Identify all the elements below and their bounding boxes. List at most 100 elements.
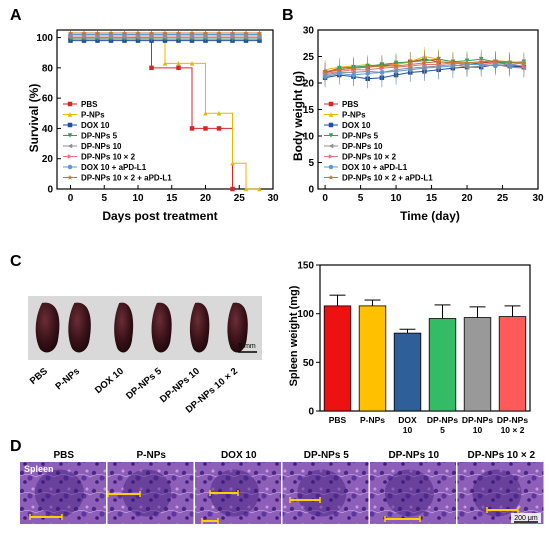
x-tick-label: 20 [200,193,212,204]
x-tick-label: 25 [497,193,509,204]
category-label: DP-NPs [462,415,493,425]
legend-entry: DOX 10 [81,121,110,130]
data-point [176,65,181,71]
legend-marker [67,133,73,138]
survival-x-label: Days post treatment [102,209,217,223]
histology-scale-backdrop [511,513,541,523]
data-point [350,65,357,71]
panel-label-c: C [10,253,22,270]
data-point [189,30,195,36]
photo-scale-label: 5 mm [238,343,256,350]
data-point [216,111,222,116]
legend-marker [328,122,334,128]
data-point [436,59,442,64]
spleen-specimen [227,302,248,353]
x-tick-label: 5 [101,193,107,204]
histology-title: P-NPs [137,450,167,461]
y-tick-label: 40 [42,124,54,135]
legend-marker [328,174,334,180]
spleen-specimen [35,302,60,353]
legend-entry: PBS [81,100,98,109]
histology-title: DP-NPs 10 [388,450,439,461]
data-point [67,30,74,36]
x-tick-label: 30 [532,193,544,204]
x-tick-label: 15 [166,193,178,204]
bar [358,305,387,412]
data-point [478,59,484,64]
y-tick-label: 20 [303,79,315,90]
histology-title: PBS [53,450,74,461]
data-point [216,126,222,131]
bar [393,332,422,412]
legend-marker [328,143,334,149]
x-tick-label: 25 [234,193,246,204]
data-point [256,30,263,36]
data-point [176,61,181,66]
category-label: 10 × 2 [501,425,525,435]
bar [323,305,352,412]
panel-label-d: D [10,438,22,455]
legend-marker [328,154,334,159]
spleen-photo-label: P-NPs [53,366,82,392]
x-tick-label: 5 [358,193,364,204]
data-point [230,186,235,192]
histology-image [20,462,106,524]
legend-entry: DP-NPs 5 [81,132,118,141]
data-point [421,60,427,65]
data-point [521,60,527,65]
bar [428,318,457,412]
data-point [135,30,141,36]
y-tick-label: 20 [42,154,54,165]
data-point [257,186,262,192]
body-weight-y-label: Body weight (g) [291,71,305,161]
data-point [507,59,513,64]
plot-frame [319,264,531,412]
data-point [216,30,222,36]
y-tick-label: 25 [303,52,315,63]
legend-entry: DP-NPs 10 [342,142,383,151]
data-point [229,30,236,36]
spleen-photo-label: PBS [28,366,50,387]
y-tick-label: 80 [42,63,54,74]
data-point [365,64,371,70]
legend-marker [67,122,73,128]
data-point [81,30,87,36]
y-tick-label: 0 [308,185,314,196]
bar [463,317,492,412]
category-label: 10 [473,425,483,435]
histology-title: DP-NPs 5 [304,450,349,461]
x-tick-label: 20 [461,193,473,204]
legend-entry: DP-NPs 10 [81,142,122,151]
category-label: 10 [403,425,413,435]
legend-entry: P-NPs [81,111,105,120]
body-weight-x-label: Time (day) [400,209,460,223]
legend-entry: DOX 10 + aPD-L1 [342,163,408,172]
photo-background [28,296,262,360]
data-point [450,60,456,65]
legend-marker [328,101,334,107]
category-label: DP-NPs [497,415,528,425]
histology-panel: PBS P-NPs DOX 10 DP-NPs 5 DP-NPs 10 DP-NPs 10… [20,450,544,524]
legend-marker [67,101,73,107]
plot-frame [56,29,274,190]
legend-entry: DP-NPs 5 [342,132,379,141]
legend-marker [67,112,73,117]
data-point [189,61,195,66]
data-point [108,30,114,36]
y-tick-label: 100 [36,33,53,44]
histology-title: DP-NPs 10 × 2 [467,450,535,461]
panel-label-b: B [282,7,294,24]
data-point [322,68,328,74]
y-tick-label: 15 [303,105,315,116]
data-point [407,61,413,67]
legend-marker [67,143,73,149]
white-pulp-region [472,469,522,517]
legend-marker [67,174,73,180]
spleen-specimen [114,302,134,353]
legend-entry: DP-NPs 10 × 2 + aPD-L1 [81,174,172,183]
spleen-specimen [189,302,210,353]
data-point [94,30,101,36]
spleen-weight-y-label: Spleen weight (mg) [288,285,300,386]
